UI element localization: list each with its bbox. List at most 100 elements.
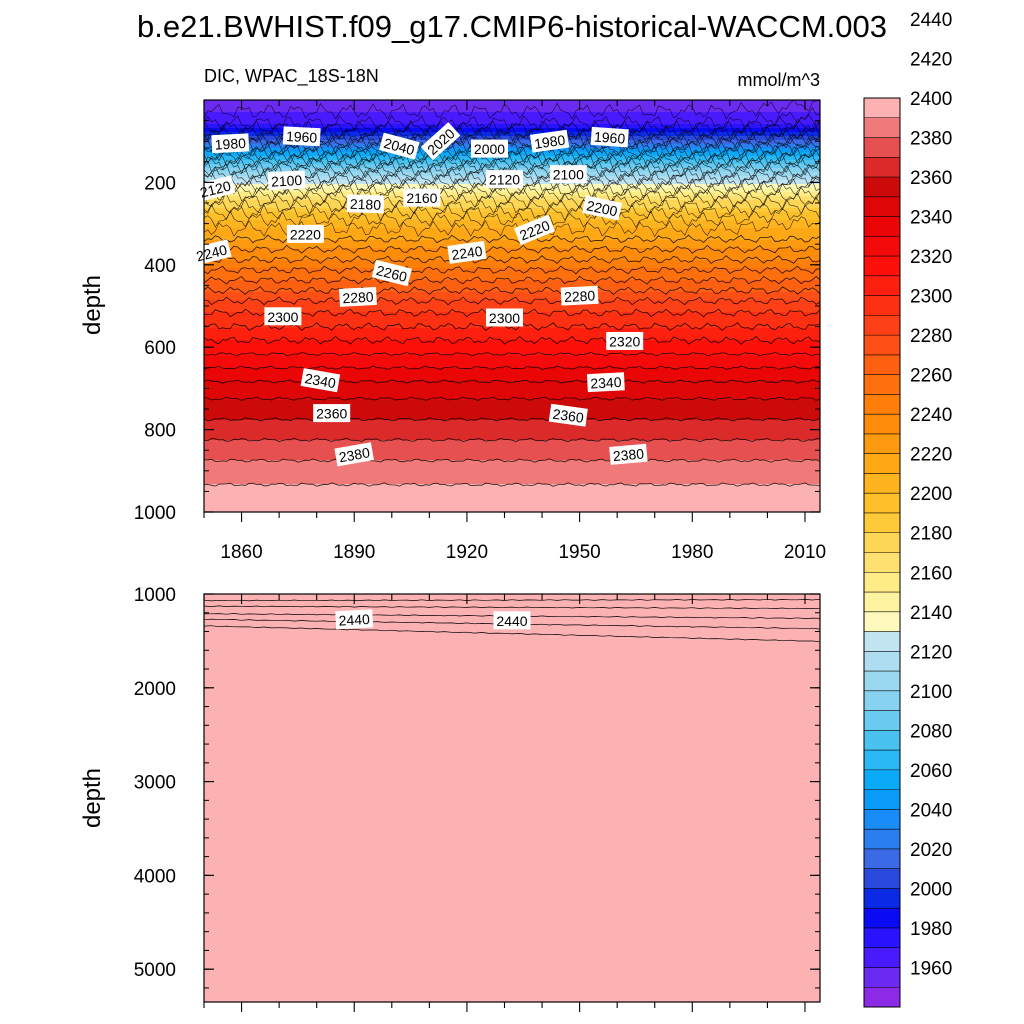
colorbar-swatch (864, 335, 900, 356)
contour-label: 2220 (286, 224, 324, 243)
contour-line (203, 191, 821, 216)
upper-y-tick-label: 1000 (134, 503, 176, 524)
contour-line (203, 286, 821, 296)
contour-label-text: 2280 (564, 287, 596, 305)
contour-label: 1980 (211, 133, 250, 154)
contour-line (203, 155, 821, 179)
units-label: mmol/m^3 (738, 70, 820, 90)
colorbar-tick-label: 2220 (910, 445, 952, 466)
upper-x-tick-label: 1890 (333, 542, 375, 563)
upper-fill-band (204, 392, 820, 397)
contour-label-box (267, 170, 306, 191)
colorbar-tick-label: 2340 (910, 208, 952, 229)
upper-fill-band (204, 232, 820, 237)
contour-label: 2380 (334, 442, 374, 467)
upper-fill-band (204, 276, 820, 281)
contour-label-text: 2380 (612, 445, 645, 464)
upper-fill-band (204, 388, 820, 393)
colorbar-swatch (864, 789, 900, 810)
contour-label-text: 2120 (489, 172, 520, 188)
colorbar-swatch (864, 987, 900, 1008)
upper-fill-band (204, 384, 820, 389)
upper-fill-band (204, 100, 820, 105)
colorbar-swatch (864, 651, 900, 672)
upper-fill-band (204, 428, 820, 433)
contour-label-box (334, 442, 374, 467)
upper-fill-band (204, 208, 820, 213)
lower-fill-base (204, 594, 820, 1002)
contour-label-box (560, 285, 599, 306)
contour-label: 2320 (606, 332, 644, 350)
contour-label: 2440 (493, 611, 531, 630)
upper-fill-band (204, 496, 820, 501)
upper-fill-band (204, 340, 820, 345)
contour-label-text: 1960 (594, 129, 626, 147)
lower-y-tick-label: 2000 (134, 679, 176, 700)
lower-y-tick-label: 1000 (134, 585, 176, 606)
contour-label-text: 1960 (286, 128, 318, 146)
upper-fill-band (204, 288, 820, 293)
colorbar-swatch (864, 216, 900, 237)
contour-line (203, 187, 821, 210)
colorbar-swatch (864, 552, 900, 573)
upper-fill-band (204, 460, 820, 465)
colorbar-swatch (864, 868, 900, 889)
contour-line (203, 196, 821, 221)
figure-title: b.e21.BWHIST.f09_g17.CMIP6-historical-WA… (137, 9, 887, 44)
upper-fill-band (204, 444, 820, 449)
contour-label: 2360 (548, 403, 588, 427)
contour-label-text: 1980 (214, 135, 246, 153)
contour-label-text: 2260 (375, 262, 409, 285)
lower-axes: 1000 2000 3000 4000 5000 (134, 585, 820, 1012)
colorbar-swatch (864, 98, 900, 119)
upper-fill-band (204, 364, 820, 369)
colorbar-tick-label: 2380 (910, 129, 952, 150)
contour-label-text: 2440 (496, 613, 527, 629)
colorbar-swatch (864, 117, 900, 138)
contour-label: 2240 (191, 239, 232, 266)
upper-fill-band (204, 260, 820, 265)
contour-label: 2340 (300, 368, 341, 393)
contour-label-box (335, 609, 374, 630)
colorbar-swatch (864, 750, 900, 771)
upper-fill-band (204, 488, 820, 493)
upper-fill-band (204, 408, 820, 413)
upper-fill-band (204, 332, 820, 337)
upper-fill-band (204, 252, 820, 257)
contour-label-text: 2320 (609, 334, 640, 350)
contour-label-box (586, 372, 625, 393)
upper-fill-band (204, 200, 820, 205)
colorbar-swatch (864, 374, 900, 395)
upper-x-tick-label: 1860 (220, 542, 262, 563)
upper-fill-band (204, 192, 820, 197)
upper-fill-band (204, 492, 820, 497)
colorbar-tick-label: 2420 (910, 50, 952, 71)
contour-label-box (420, 122, 461, 161)
upper-fill-band (204, 148, 820, 153)
upper-fill-band (204, 420, 820, 425)
contour-label-text: 2280 (342, 289, 374, 307)
lower-frame (203, 593, 821, 1003)
upper-fill-band (204, 264, 820, 269)
contour-line (203, 458, 821, 463)
upper-fill-band (204, 132, 820, 137)
upper-fill-band (204, 468, 820, 473)
lower-y-tick-label: 3000 (134, 773, 176, 794)
contour-label-box (549, 165, 587, 184)
colorbar-swatch (864, 967, 900, 988)
upper-fill-band (204, 120, 820, 125)
colorbar-swatch (864, 394, 900, 415)
colorbar-tick-label: 2260 (910, 366, 952, 387)
upper-fill-band (204, 412, 820, 417)
colorbar-swatch (864, 414, 900, 435)
upper-fill-band (204, 256, 820, 261)
contour-label-box (403, 188, 441, 207)
contour-label-text: 2340 (590, 374, 622, 392)
upper-fill-band (204, 112, 820, 117)
contour-label: 1960 (590, 126, 629, 148)
upper-fill-band (204, 156, 820, 161)
upper-fill-band (204, 472, 820, 477)
colorbar-tick-label: 2320 (910, 247, 952, 268)
upper-fill-band (204, 292, 820, 297)
contour-line (203, 145, 821, 169)
